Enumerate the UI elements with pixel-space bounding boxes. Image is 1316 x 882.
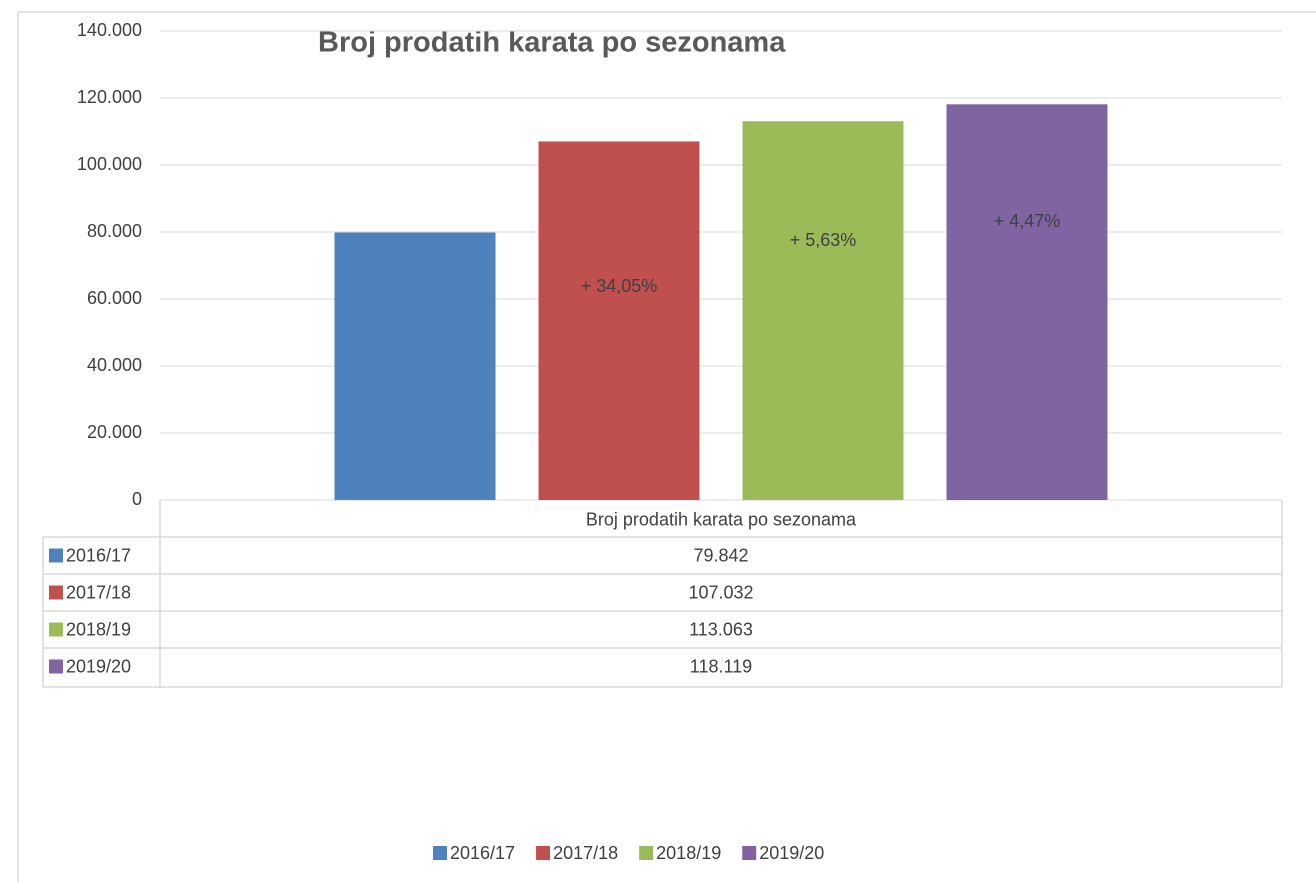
y-tick-label: 20.000: [87, 422, 142, 442]
table-legend-key: [49, 548, 63, 563]
table-legend-key: [49, 622, 63, 637]
legend-label: 2017/18: [553, 843, 618, 863]
bar: [946, 104, 1108, 500]
bar-annotation: + 34,05%: [581, 276, 658, 296]
y-tick-label: 40.000: [87, 355, 142, 375]
y-tick-label: 80.000: [87, 221, 142, 241]
y-tick-label: 100.000: [77, 154, 142, 174]
legend-key: [639, 846, 654, 860]
table-row-label: 2019/20: [66, 656, 131, 676]
table-legend-key: [49, 659, 63, 674]
bar: [538, 141, 700, 500]
table-value: 118.119: [690, 656, 752, 676]
table-value: 113.063: [689, 619, 753, 639]
legend-label: 2016/17: [450, 843, 515, 863]
table-row-label: 2017/18: [66, 582, 131, 602]
bar-annotation: + 4,47%: [994, 211, 1061, 231]
bar-annotation: + 5,63%: [790, 230, 857, 250]
chart-border: [17, 11, 1316, 882]
bar: [742, 121, 904, 500]
chart-title: Broj prodatih karata po sezonama: [318, 27, 786, 59]
y-tick-label: 140.000: [77, 20, 142, 40]
table-value: 79.842: [693, 545, 748, 565]
y-tick-label: 0: [132, 489, 142, 509]
table-legend-key: [49, 585, 63, 600]
table-value: 107.032: [688, 582, 753, 602]
table-row-label: 2016/17: [66, 545, 131, 565]
y-tick-label: 60.000: [87, 288, 142, 308]
table-header: Broj prodatih karata po sezonama: [586, 509, 857, 529]
legend-key: [536, 846, 551, 860]
y-tick-label: 120.000: [77, 87, 142, 107]
legend-key: [742, 846, 757, 860]
table-row-label: 2018/19: [66, 619, 131, 639]
legend-label: 2018/19: [656, 843, 721, 863]
legend-key: [433, 846, 447, 860]
legend-label: 2019/20: [759, 843, 824, 863]
bar: [334, 232, 496, 500]
